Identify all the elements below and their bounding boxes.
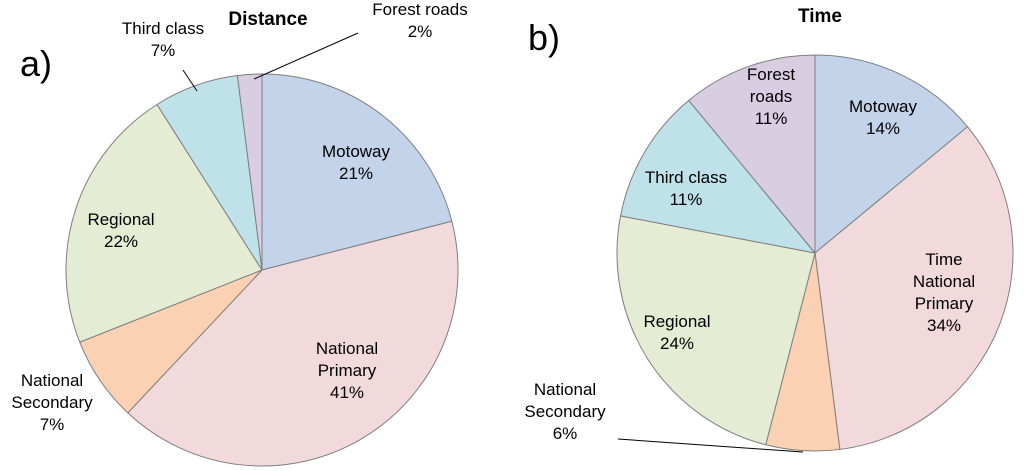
slice-label-forest-roads: Forest roads 11% <box>747 65 795 128</box>
slice-label-regional: Regional 24% <box>643 312 710 353</box>
slice-label-motoway: Motoway 14% <box>849 97 918 138</box>
pie-slice-regional <box>65 104 263 343</box>
leader-line-forest-roads <box>253 32 359 80</box>
chart-title-distance: Distance <box>228 9 307 30</box>
pie-slice-national-primary <box>127 220 459 467</box>
pie-slice-motoway <box>261 73 453 271</box>
pie-slice-regional <box>616 215 816 446</box>
pie-chart-time: b) Time Motoway 14% Time National Primary 34%… <box>524 6 1014 453</box>
pie-slice-third-class <box>620 99 816 254</box>
slice-label-third-class: Third class 11% <box>645 168 727 209</box>
pie-slices <box>616 54 1014 452</box>
slice-label-national-secondary: National Secondary 7% <box>11 371 93 434</box>
pie-chart-distance: a) Distance Motoway 21% National Primary 41%… <box>11 0 468 467</box>
slice-label-time-national-primary: Time National Primary 34% <box>913 250 975 335</box>
panel-letter-b: b) <box>528 17 560 58</box>
pie-slices <box>65 73 459 467</box>
slice-label-national-primary: National Primary 41% <box>316 339 378 402</box>
slice-label-motoway: Motoway 21% <box>322 142 391 183</box>
slice-label-forest-roads: Forest roads 2% <box>372 0 467 41</box>
leader-line-third-class <box>182 69 198 92</box>
pie-slice-forest-roads <box>236 73 263 271</box>
pie-slice-time-national-primary <box>814 126 1014 450</box>
slice-label-national-secondary: National Secondary 6% <box>524 380 606 443</box>
slice-labels: Motoway 14% Time National Primary 34% National… <box>524 65 975 453</box>
slice-label-third-class: Third class 7% <box>122 19 204 60</box>
panel-letter-a: a) <box>20 43 52 84</box>
pie-slice-motoway <box>814 54 969 254</box>
leader-line-national-secondary <box>617 438 804 453</box>
slice-label-regional: Regional 22% <box>87 210 154 251</box>
slice-labels: Motoway 21% National Primary 41% National Seco… <box>11 0 467 434</box>
chart-title-time: Time <box>798 6 842 27</box>
pie-slice-forest-roads <box>688 54 816 254</box>
